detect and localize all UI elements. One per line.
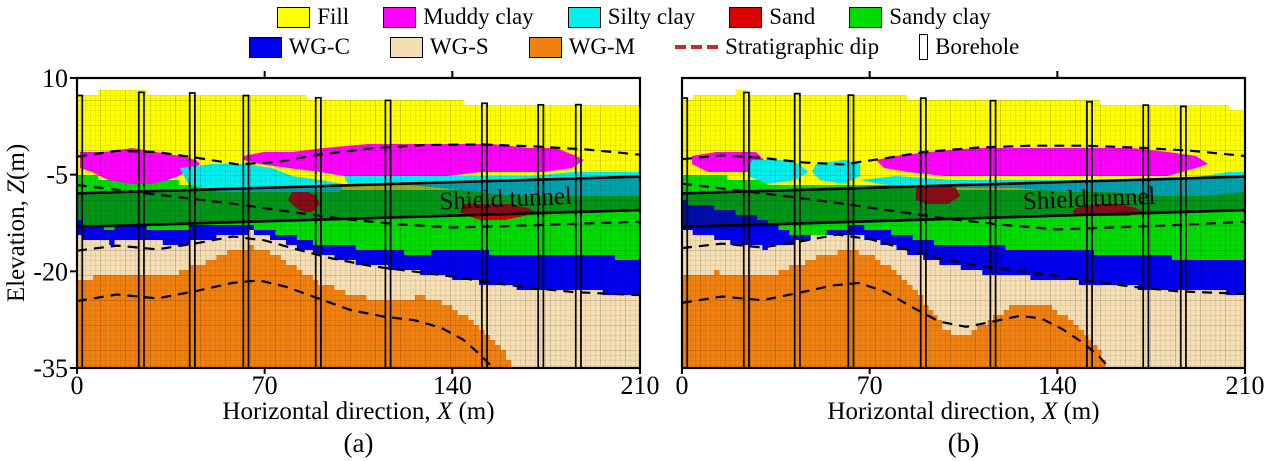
legend-label: WG-M	[568, 34, 636, 59]
stratigraphic-dip-dash-icon	[675, 45, 719, 49]
borehole	[384, 99, 392, 368]
legend-label: Borehole	[935, 34, 1020, 59]
legend-swatch-wg_c-icon	[248, 36, 282, 58]
x-tick-label: 0	[676, 371, 689, 400]
legend-row-1: Fill Muddy clay Silty clay Sand Sandy clay	[0, 2, 1268, 32]
legend-label: Sand	[769, 4, 816, 29]
shield-tunnel-label: Shield tunnel	[1022, 183, 1156, 216]
legend-item-wg-s: WG-S	[389, 34, 489, 60]
dash-segment	[691, 45, 703, 49]
borehole	[919, 97, 927, 368]
legend-swatch-sandy_clay-icon	[849, 6, 883, 28]
dash-segment	[675, 45, 687, 49]
legend-item-sand: Sand	[729, 4, 815, 30]
borehole	[1142, 104, 1150, 368]
legend-item-sandy-clay: Sandy clay	[849, 4, 991, 30]
legend-item-borehole: Borehole	[919, 34, 1019, 60]
tunnel-band	[682, 176, 1245, 227]
subplot-label: (b)	[948, 428, 979, 458]
x-tick-label: 0	[71, 371, 84, 400]
legend: Fill Muddy clay Silty clay Sand Sandy clay WG…	[0, 0, 1268, 62]
legend-swatch-wg_s-icon	[389, 36, 423, 58]
stratigraphic-dip-curve	[682, 281, 1111, 368]
tunnel-bottom-line	[77, 208, 640, 229]
x-axis-title-part: (m)	[1057, 398, 1099, 425]
legend-swatch-sand-icon	[729, 6, 763, 28]
borehole	[793, 92, 801, 368]
x-axis-title-part: X	[1041, 398, 1059, 425]
y-tick-label: 10	[42, 64, 68, 93]
plot-frame	[680, 76, 1247, 370]
tunnel-band	[77, 176, 640, 227]
subplot-a: Shield tunnel 0 70 140 210 10 -5 -20 -35 Horizont…	[33, 64, 659, 458]
borehole	[847, 94, 855, 368]
y-axis-title-part: (m)	[3, 144, 30, 180]
y-tick-label: -20	[33, 257, 68, 286]
borehole	[1086, 100, 1093, 368]
legend-label: Silty clay	[607, 4, 696, 29]
legend-label: WG-S	[429, 34, 489, 59]
borehole-symbol-icon	[919, 34, 929, 60]
stratigraphic-dip-curve	[77, 279, 495, 368]
legend-item-wg-m: WG-M	[528, 34, 636, 60]
legend-item-fill: Fill	[277, 4, 349, 30]
y-tick-label: -5	[46, 161, 68, 190]
legend-swatch-wg_m-icon	[528, 36, 562, 58]
stratigraphic-dip-curve	[77, 143, 640, 166]
x-axis-title: Horizontal direction, X (m)	[827, 398, 1099, 425]
plot-content: Shield tunnel	[77, 90, 640, 368]
x-tick-label: 210	[621, 371, 660, 400]
stratigraphic-dip-curve	[682, 182, 1245, 231]
x-tick-label: 140	[433, 371, 472, 400]
mesh-coarse	[682, 90, 1245, 368]
plot-frame	[75, 76, 642, 370]
mesh-coarse	[77, 90, 640, 368]
y-axis-title-part: Elevation,	[3, 194, 30, 302]
legend-swatch-fill-icon	[277, 6, 311, 28]
subplot-label: (a)	[344, 428, 374, 458]
legend-label: Fill	[317, 4, 350, 29]
x-axis-title-part: Horizontal direction,	[827, 398, 1042, 425]
y-axis-title: Elevation, Z(m)	[3, 144, 30, 302]
legend-label: Stratigraphic dip	[725, 34, 880, 59]
y-tick-label: -35	[33, 354, 68, 383]
legend-label: Muddy clay	[423, 4, 534, 29]
legend-label: WG-C	[288, 34, 350, 59]
x-tick-label: 210	[1226, 371, 1265, 400]
x-tick-label: 70	[857, 371, 883, 400]
borehole	[742, 91, 750, 368]
x-axis-title-part: (m)	[452, 398, 494, 425]
legend-swatch-silty_clay-icon	[567, 6, 601, 28]
stratigraphic-dip-curve	[77, 235, 640, 297]
borehole	[989, 99, 997, 368]
tunnel-top-line	[77, 175, 640, 195]
y-axis-title-part: Z	[3, 179, 30, 194]
legend-item-wg-c: WG-C	[248, 34, 350, 60]
stratigraphic-dip-curve	[682, 144, 1245, 166]
stratigraphic-dip-curve	[682, 233, 1245, 295]
dash-segment	[707, 45, 719, 49]
tunnel-bottom-line	[682, 208, 1245, 229]
subplot-b: Shield tunnel 0 70 140 210 Horizontal directi…	[676, 71, 1265, 458]
legend-item-stratigraphic-dip: Stratigraphic dip	[675, 34, 879, 60]
x-axis-title-part: X	[436, 398, 454, 425]
plot-content: Shield tunnel	[682, 90, 1245, 368]
stratigraphic-dip-curve	[77, 183, 640, 229]
legend-label: Sandy clay	[889, 4, 991, 29]
x-tick-label: 70	[252, 371, 278, 400]
x-tick-label: 140	[1038, 371, 1077, 400]
shield-tunnel-label: Shield tunnel	[439, 183, 573, 216]
borehole	[574, 103, 582, 368]
x-axis-title-part: Horizontal direction,	[222, 398, 437, 425]
x-axis-title: Horizontal direction, X (m)	[222, 398, 494, 425]
tunnel-top-line	[682, 175, 1245, 195]
legend-row-2: WG-C WG-S WG-M Stratigraphic dip Borehole	[0, 32, 1268, 62]
legend-swatch-muddy_clay-icon	[383, 6, 417, 28]
legend-item-muddy-clay: Muddy clay	[383, 4, 534, 30]
borehole	[481, 102, 488, 368]
borehole	[242, 94, 250, 368]
legend-item-silty-clay: Silty clay	[567, 4, 696, 30]
